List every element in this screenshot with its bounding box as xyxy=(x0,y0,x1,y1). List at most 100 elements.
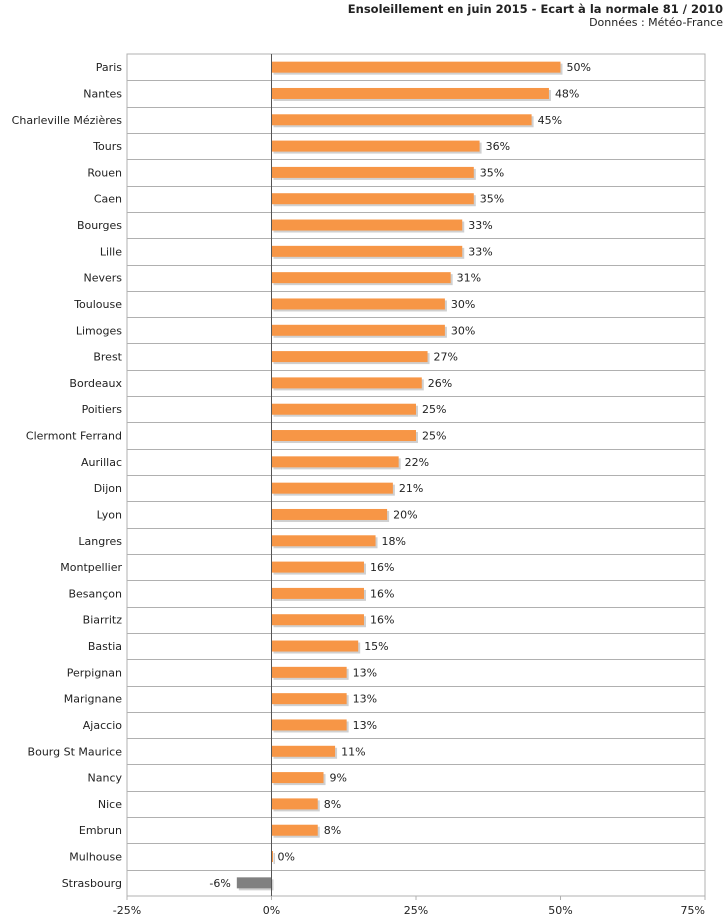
value-label: 25% xyxy=(422,403,446,416)
value-label: -6% xyxy=(209,877,230,890)
category-label: Mulhouse xyxy=(69,851,122,864)
category-label: Lille xyxy=(100,245,122,258)
category-label: Paris xyxy=(96,61,122,74)
bar xyxy=(271,824,318,836)
value-label: 33% xyxy=(468,219,492,232)
value-label: 33% xyxy=(468,245,492,258)
category-label: Charleville Mézières xyxy=(12,114,123,127)
category-label: Caen xyxy=(94,193,122,206)
value-label: 36% xyxy=(486,140,510,153)
x-tick-label: 75% xyxy=(681,904,705,917)
value-label: 48% xyxy=(555,87,579,100)
category-label: Bastia xyxy=(88,640,122,653)
x-tick-label: -25% xyxy=(113,904,141,917)
bar xyxy=(271,114,532,126)
x-tick-label: 25% xyxy=(404,904,428,917)
bar xyxy=(271,403,416,415)
bar xyxy=(271,535,376,547)
category-label: Marignane xyxy=(64,693,122,706)
category-label: Embrun xyxy=(79,824,122,837)
value-label: 0% xyxy=(278,851,295,864)
value-label: 8% xyxy=(324,824,341,837)
value-label: 21% xyxy=(399,482,423,495)
bar xyxy=(271,272,451,284)
chart-subtitle: Données : Météo-France xyxy=(589,16,723,29)
value-label: 45% xyxy=(538,114,562,127)
value-label: 50% xyxy=(567,61,591,74)
chart-title: Ensoleillement en juin 2015 - Ecart à la… xyxy=(347,2,723,16)
bar xyxy=(271,61,561,73)
bar-layer xyxy=(236,61,563,891)
category-label: Limoges xyxy=(76,324,122,337)
value-label: 15% xyxy=(364,640,388,653)
value-label: 9% xyxy=(330,772,347,785)
bar-shadow xyxy=(273,853,275,865)
value-label: 13% xyxy=(353,719,377,732)
value-label: 8% xyxy=(324,798,341,811)
bar xyxy=(271,140,480,152)
category-label: Tours xyxy=(92,140,122,153)
axis-layer: -25% 0% 25% 50% 75% xyxy=(113,54,706,917)
label-layer: Paris 50% Nantes 48% Charleville Mézières 45%… xyxy=(12,61,591,890)
category-label: Bordeaux xyxy=(69,377,122,390)
bar xyxy=(271,324,445,336)
value-label: 16% xyxy=(370,614,394,627)
bar xyxy=(271,640,359,652)
bar xyxy=(271,561,364,573)
category-label: Strasbourg xyxy=(62,877,122,890)
category-label: Nice xyxy=(98,798,122,811)
bar xyxy=(271,456,399,468)
category-label: Poitiers xyxy=(82,403,123,416)
category-label: Clermont Ferrand xyxy=(26,430,122,443)
bar xyxy=(271,298,445,310)
value-label: 26% xyxy=(428,377,452,390)
bar xyxy=(271,430,416,442)
category-label: Montpellier xyxy=(60,561,122,574)
value-label: 35% xyxy=(480,166,504,179)
category-label: Rouen xyxy=(87,166,122,179)
grid-layer xyxy=(126,53,706,897)
category-label: Aurillac xyxy=(81,456,122,469)
bar xyxy=(271,87,549,99)
category-label: Besançon xyxy=(68,587,122,600)
value-label: 35% xyxy=(480,193,504,206)
value-label: 16% xyxy=(370,587,394,600)
bar xyxy=(271,377,422,389)
bar xyxy=(271,851,273,863)
bar xyxy=(271,351,428,363)
bar xyxy=(271,798,318,810)
bar xyxy=(271,614,364,626)
category-label: Biarritz xyxy=(83,614,123,627)
bar xyxy=(271,245,463,257)
category-label: Toulouse xyxy=(73,298,122,311)
bar xyxy=(271,193,474,205)
bar xyxy=(271,719,347,731)
bar xyxy=(271,587,364,599)
bar xyxy=(271,508,388,520)
value-label: 16% xyxy=(370,561,394,574)
bar xyxy=(236,877,272,889)
category-label: Ajaccio xyxy=(83,719,122,732)
value-label: 13% xyxy=(353,693,377,706)
category-label: Nancy xyxy=(88,772,123,785)
bar xyxy=(271,166,474,178)
value-label: 30% xyxy=(451,324,475,337)
bar xyxy=(271,745,336,757)
category-label: Bourges xyxy=(77,219,122,232)
category-label: Bourg St Maurice xyxy=(28,745,123,758)
category-label: Nantes xyxy=(83,87,122,100)
value-label: 13% xyxy=(353,666,377,679)
bar xyxy=(271,482,393,494)
value-label: 25% xyxy=(422,430,446,443)
category-label: Lyon xyxy=(97,508,122,521)
category-label: Dijon xyxy=(94,482,122,495)
x-tick-label: 0% xyxy=(263,904,280,917)
category-label: Brest xyxy=(93,351,122,364)
value-label: 11% xyxy=(341,745,365,758)
value-label: 31% xyxy=(457,272,481,285)
x-tick-label: 50% xyxy=(548,904,572,917)
value-label: 20% xyxy=(393,508,417,521)
value-label: 18% xyxy=(382,535,406,548)
bar xyxy=(271,693,347,705)
